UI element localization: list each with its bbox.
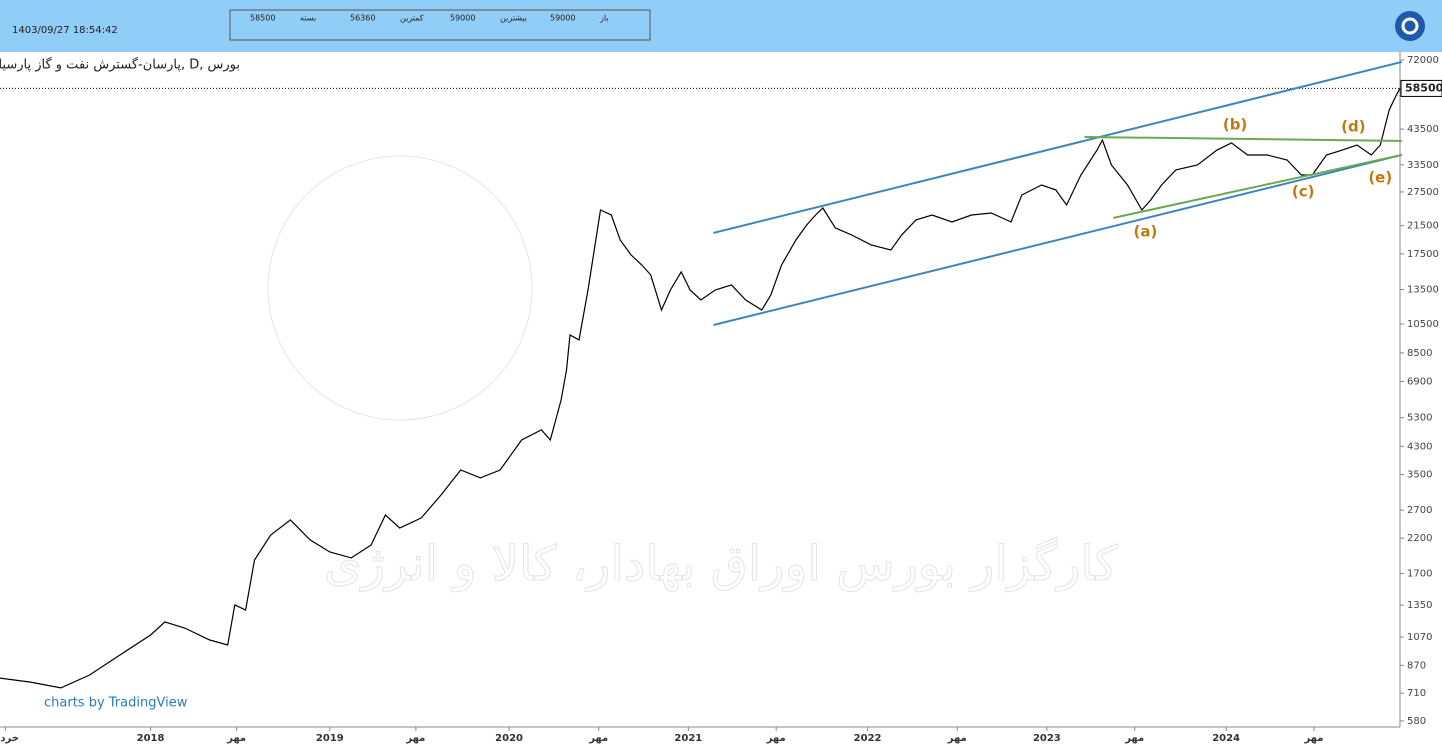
wave-label: (a) — [1134, 222, 1158, 240]
y-tick-label: 580 — [1407, 716, 1426, 727]
ohlc-value: 56360 — [350, 14, 375, 23]
header-band — [0, 0, 1442, 52]
y-tick-label: 2200 — [1407, 533, 1432, 544]
watermark-logo — [267, 155, 533, 421]
x-tick-label: مهر — [405, 733, 425, 744]
trendline — [1084, 135, 1402, 142]
y-tick-label: 21500 — [1407, 221, 1439, 232]
y-tick-label: 10500 — [1407, 319, 1439, 330]
price-line — [0, 88, 1401, 689]
y-tick-label: 33500 — [1407, 160, 1439, 171]
logo — [1401, 17, 1419, 35]
x-tick-label: 2024 — [1212, 733, 1240, 744]
y-tick-label: 1700 — [1407, 569, 1432, 580]
y-tick-label: 5300 — [1407, 413, 1432, 424]
x-tick-label: 2021 — [674, 733, 702, 744]
y-tick-label: 3500 — [1407, 470, 1432, 481]
ohlc-value: 59000 — [450, 14, 475, 23]
y-tick-label: 72000 — [1407, 55, 1439, 66]
y-tick-label: 8500 — [1407, 348, 1432, 359]
wave-label: (e) — [1368, 168, 1392, 186]
credit: charts by TradingView — [44, 696, 188, 711]
x-tick-label: خرداد — [0, 733, 19, 744]
trendline — [713, 153, 1403, 326]
watermark: کارگزار بورس اوراق بهادار، کالا و انرژی — [324, 536, 1118, 592]
ohlc-label: کمترین — [400, 14, 424, 23]
x-tick-label: مهر — [766, 733, 786, 744]
y-tick-label: 6900 — [1407, 376, 1432, 387]
x-tick-label: مهر — [588, 733, 608, 744]
wave-label: (c) — [1292, 182, 1315, 200]
chart-title: پارسان-گسترش نفت و گاز پارسیان, D, بورس — [0, 57, 240, 73]
y-tick-label: 710 — [1407, 688, 1426, 699]
x-tick-label: 2020 — [495, 733, 523, 744]
wave-label: (b) — [1223, 115, 1247, 133]
logo — [1395, 11, 1425, 41]
x-tick-label: مهر — [1124, 733, 1144, 744]
wave-label: (d) — [1341, 117, 1365, 135]
trendline — [1112, 153, 1403, 219]
ohlc-label: بسته — [300, 14, 316, 23]
ohlc-value: 59000 — [550, 14, 575, 23]
x-tick-label: 2022 — [854, 733, 882, 744]
y-tick-label: 1070 — [1407, 632, 1432, 643]
y-tick-label: 13500 — [1407, 284, 1439, 295]
ohlc-box — [229, 9, 651, 41]
trendline — [713, 60, 1403, 234]
ohlc-value: 58500 — [250, 14, 275, 23]
y-tick-label: 43500 — [1407, 124, 1439, 135]
y-tick-label: 2700 — [1407, 505, 1432, 516]
x-tick-label: 2018 — [137, 733, 165, 744]
y-tick-label: 870 — [1407, 660, 1426, 671]
x-tick-label: مهر — [226, 733, 246, 744]
y-tick-label: 27500 — [1407, 187, 1439, 198]
y-tick-label: 4300 — [1407, 441, 1432, 452]
y-tick-label: 17500 — [1407, 249, 1439, 260]
x-tick-label: مهر — [1303, 733, 1323, 744]
ohlc-label: بیشترین — [500, 14, 527, 23]
x-tick-label: 2023 — [1033, 733, 1061, 744]
last-price-label: 58500 — [1405, 81, 1442, 94]
ohlc-label: باز — [599, 14, 609, 23]
last-price-box — [1400, 79, 1442, 97]
x-tick-label: 2019 — [316, 733, 344, 744]
x-tick-label: مهر — [947, 733, 967, 744]
datetime: 1403/09/27 18:54:42 — [12, 25, 118, 36]
y-tick-label: 1350 — [1407, 600, 1432, 611]
